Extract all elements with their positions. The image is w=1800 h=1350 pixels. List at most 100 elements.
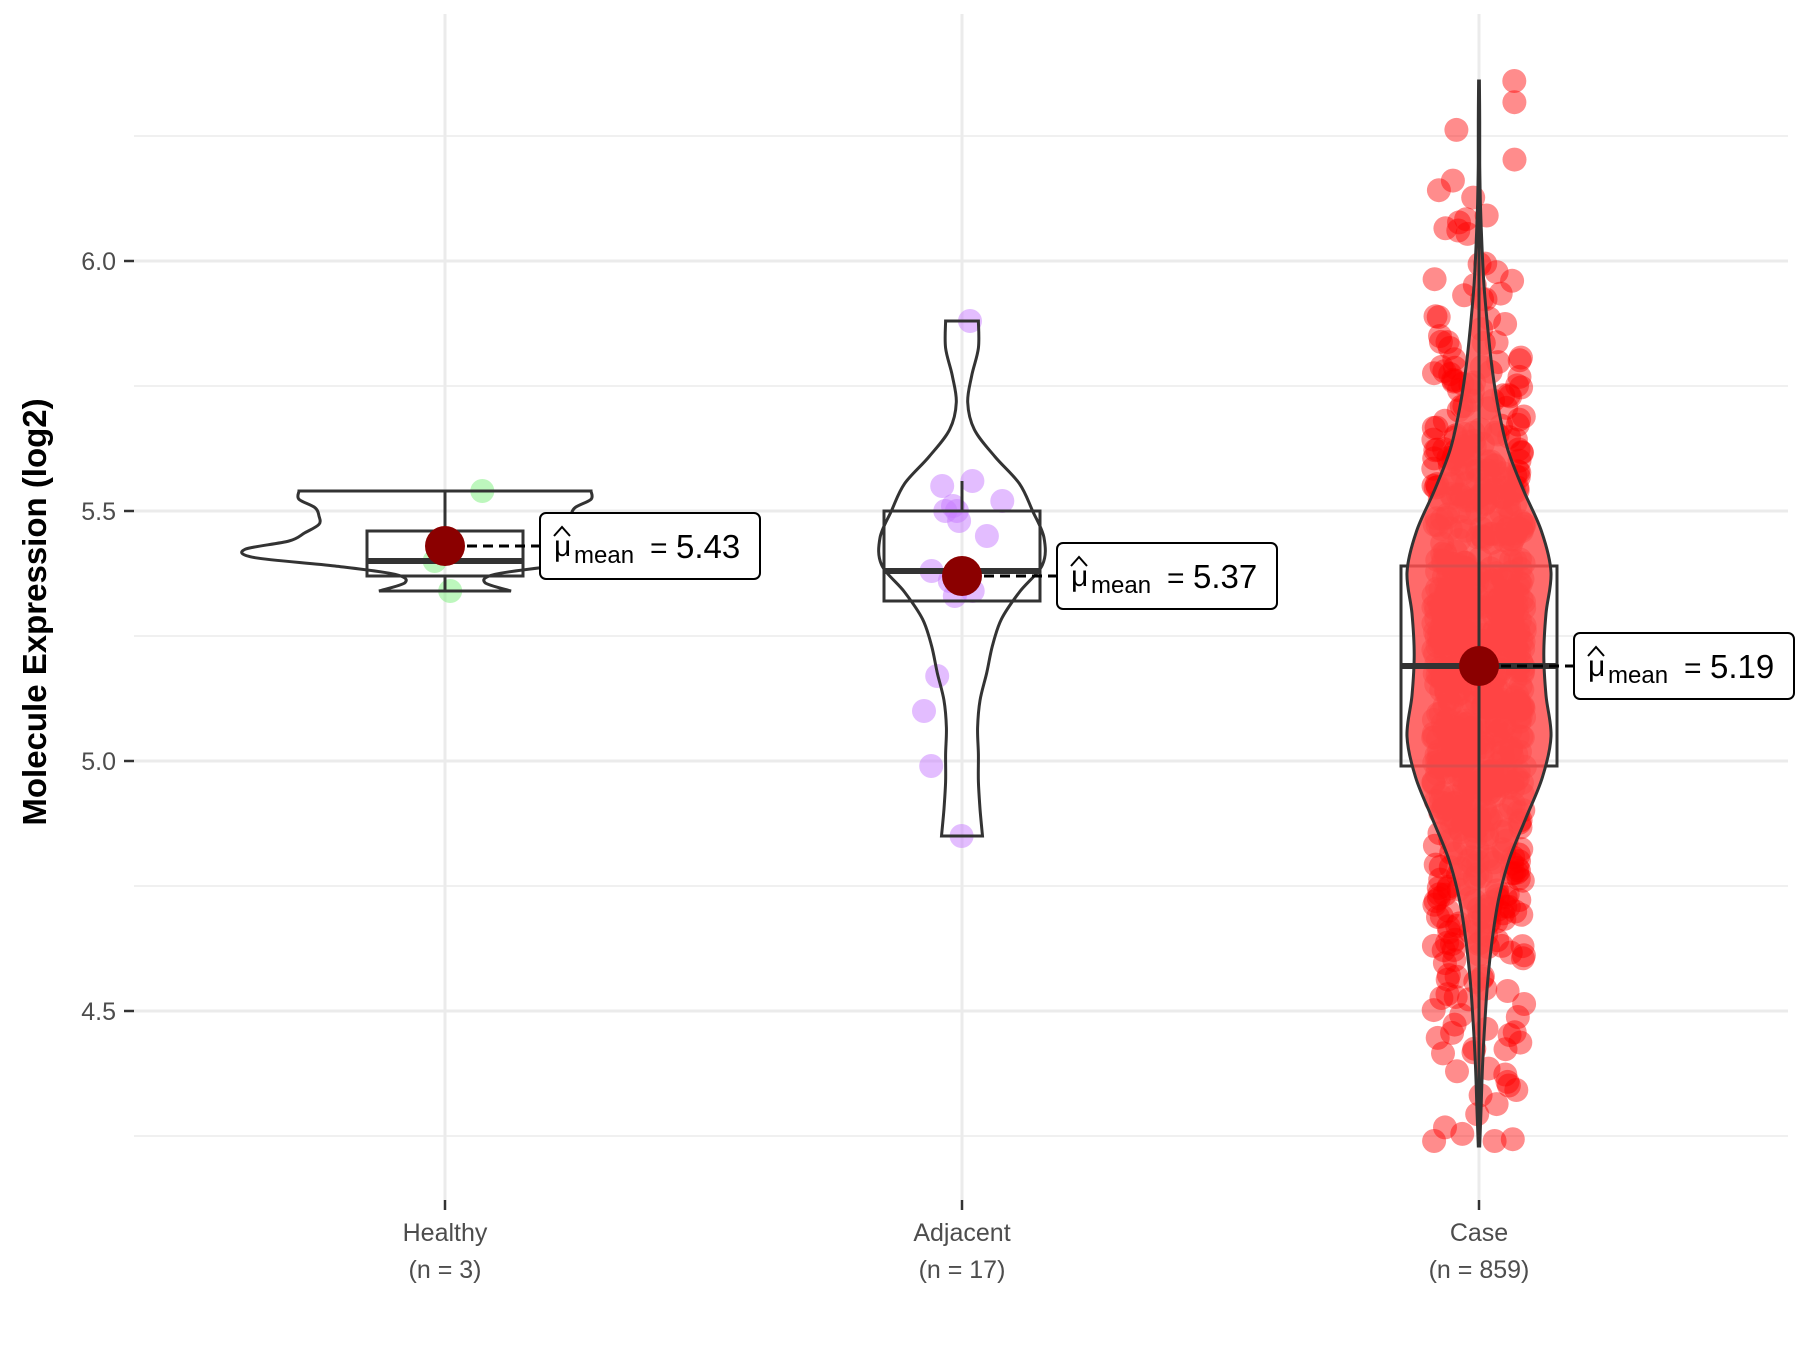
data-point	[1432, 882, 1457, 907]
data-point	[1428, 867, 1453, 892]
data-point	[1432, 951, 1457, 976]
data-point	[1504, 1078, 1529, 1102]
data-point	[1506, 866, 1531, 891]
mean-subscript: mean	[1608, 662, 1668, 689]
data-point	[1511, 943, 1536, 968]
mean-label: μ mean = 5.43	[539, 512, 761, 580]
data-point	[1446, 218, 1471, 243]
data-point	[1495, 1069, 1520, 1094]
data-point	[1505, 860, 1530, 885]
data-point	[1436, 963, 1461, 988]
data-point	[1492, 906, 1517, 931]
data-point	[1510, 440, 1534, 465]
data-point	[1495, 979, 1520, 1003]
data-point	[1498, 940, 1523, 965]
data-point	[1426, 886, 1451, 911]
data-point	[1507, 849, 1531, 874]
data-point	[1510, 868, 1535, 893]
data-point	[1422, 1129, 1447, 1153]
data-point	[1431, 1041, 1455, 1066]
data-point	[1496, 383, 1521, 408]
data-point	[1511, 404, 1536, 429]
data-point	[1444, 964, 1469, 989]
data-point	[1502, 147, 1527, 172]
data-point	[1508, 345, 1533, 370]
data-point	[1432, 359, 1457, 384]
data-point	[1424, 415, 1449, 440]
data-point	[1507, 364, 1532, 389]
data-point	[1438, 362, 1463, 386]
x-tick-label-group: Healthy	[403, 1219, 488, 1247]
data-point	[1427, 882, 1452, 907]
data-point	[1431, 938, 1456, 963]
data-point	[1433, 1115, 1457, 1140]
data-point	[1440, 932, 1464, 957]
data-point	[1505, 373, 1530, 398]
data-point	[1435, 967, 1460, 992]
data-point	[1503, 899, 1528, 924]
data-point	[1441, 938, 1466, 963]
mean-equals: =	[1167, 562, 1185, 595]
mean-dot	[425, 526, 465, 566]
data-point	[1421, 415, 1446, 440]
data-point	[1436, 898, 1461, 923]
data-point	[1510, 934, 1535, 959]
data-point	[1423, 852, 1448, 877]
data-point	[1443, 985, 1468, 1009]
data-point	[1421, 427, 1446, 452]
data-point	[1507, 858, 1531, 883]
group-adjacent: μ mean = 5.37	[877, 309, 1278, 848]
mean-value: 5.19	[1710, 648, 1774, 685]
data-point	[1493, 312, 1518, 336]
mean-dot	[942, 556, 982, 596]
data-point	[1454, 207, 1479, 232]
data-point	[1509, 375, 1534, 400]
data-point	[1509, 902, 1534, 927]
data-point	[1449, 1003, 1474, 1028]
data-point	[1488, 281, 1513, 306]
mean-symbol: μ	[554, 530, 571, 563]
data-point	[1502, 69, 1527, 93]
data-point	[1437, 920, 1462, 945]
data-point	[1444, 117, 1469, 142]
data-point	[1435, 330, 1460, 355]
data-point	[1423, 889, 1448, 914]
data-point	[1428, 329, 1453, 354]
mean-hat-icon	[1070, 555, 1088, 567]
mean-label: μ mean = 5.19	[1573, 632, 1795, 700]
data-point	[1435, 982, 1460, 1007]
data-point	[1435, 930, 1460, 955]
data-point	[1507, 407, 1532, 432]
data-point	[1505, 1005, 1530, 1029]
data-point	[1450, 1121, 1475, 1146]
data-point	[1506, 437, 1531, 462]
data-point	[1493, 1037, 1518, 1062]
axes: 4.5 5.0 5.5 6.0 Healthy (n = 3) Adjacent (n = 1…	[81, 248, 1529, 1284]
data-point	[1428, 854, 1453, 879]
x-tick-label-group: Case	[1450, 1219, 1508, 1247]
data-point	[1442, 948, 1467, 973]
data-point	[1421, 933, 1446, 958]
data-point	[1445, 1059, 1469, 1084]
data-point	[1496, 894, 1521, 919]
data-point	[1502, 1020, 1527, 1045]
y-tick-label: 4.5	[81, 998, 116, 1026]
data-point	[1426, 305, 1451, 330]
x-tick-label-count: (n = 3)	[409, 1256, 482, 1284]
data-point	[1426, 876, 1451, 900]
data-point	[1510, 946, 1535, 971]
data-point	[1493, 1062, 1518, 1087]
data-point	[1498, 384, 1523, 409]
y-tick-label: 6.0	[81, 248, 116, 276]
data-point	[1423, 438, 1448, 463]
mean-value: 5.37	[1193, 558, 1257, 595]
data-point	[960, 469, 985, 493]
data-point	[1436, 914, 1461, 939]
data-point	[912, 699, 936, 723]
y-tick-label: 5.5	[81, 498, 116, 526]
data-point	[1443, 927, 1468, 952]
data-point	[1482, 1129, 1507, 1153]
x-tick-label-count: (n = 17)	[919, 1256, 1006, 1284]
data-point	[1452, 283, 1477, 308]
